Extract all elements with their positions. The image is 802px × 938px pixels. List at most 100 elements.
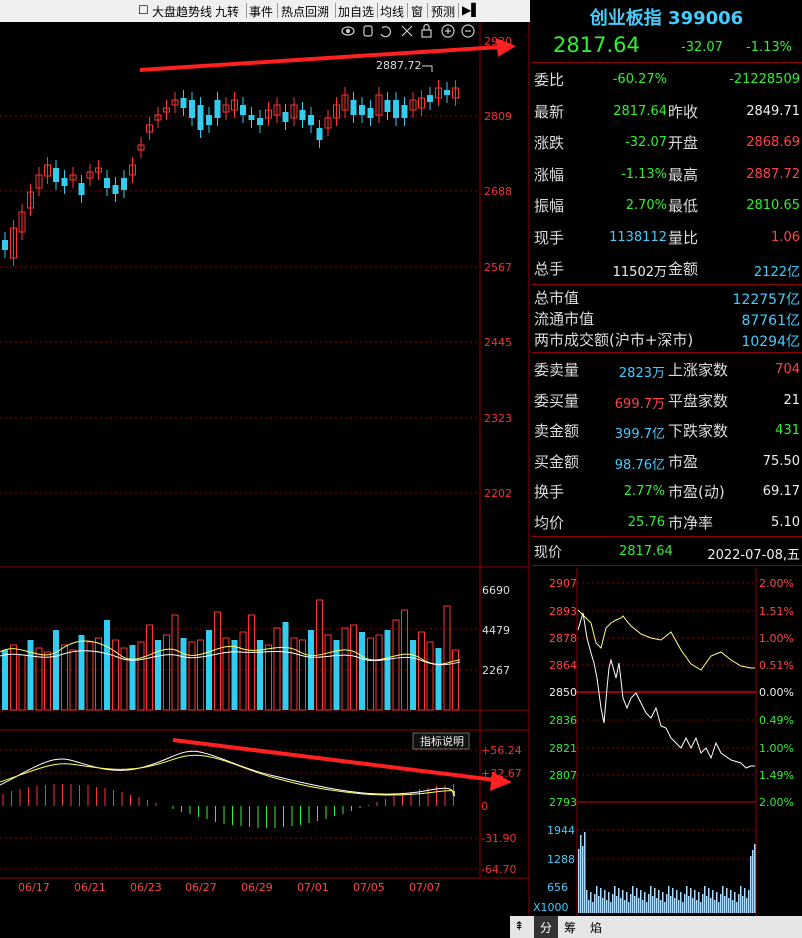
tab-chips[interactable]: 筹 [564,921,577,935]
intraday-pct-tick: 2.00% [759,577,794,590]
quote-label: 昨收 [668,102,699,121]
volume-bar-down [257,640,263,710]
toolbar-item-window[interactable]: 窗 [411,5,424,19]
intraday-price-line [577,612,755,769]
stats-value: 69.17 [762,484,800,499]
volume-bar-up [239,631,247,711]
intraday-chart[interactable]: 2907 2893 2878 2864 2850 2836 2821 2807 2793 1944… [531,568,802,916]
candle-body-down [444,90,450,95]
toolbar-item-events[interactable]: 事件 [249,5,274,19]
trend-arrow-bottom [172,738,512,791]
quote-label: 现手 [534,228,565,247]
toolbar-item-jiuzhuan[interactable]: 九转 [215,5,240,19]
volume-bar-up [367,637,374,711]
market-label: 总市值 [534,289,580,307]
intraday-volume-bar [726,888,728,913]
intraday-volume-bar [590,892,592,913]
intraday-volume-bar [638,898,640,913]
intraday-volume-bar [652,896,654,913]
candle-body-down [189,100,195,118]
stats-label: 委卖量 [534,361,580,379]
volume-bar-down [410,640,416,710]
intraday-pct-tick: 0.00% [759,686,794,699]
intraday-volume-bar [728,898,730,913]
intraday-volume-bar [752,850,754,913]
volume-bar-down [384,630,391,710]
volume-bar-up [375,634,383,711]
quote-value: 2.70% [625,198,667,213]
volume-bar-down [78,635,85,710]
macd-dif-line [0,750,456,797]
toolbar-item-hotspot[interactable]: 热点回溯 [281,5,330,19]
candle-body-up [154,114,162,121]
trend-arrow-top [139,38,516,72]
intraday-volume-bar [730,890,732,913]
kline-chart[interactable]: 2930 2809 2688 2567 2445 2323 2202 2887.… [0,22,530,938]
intraday-pct-tick: 1.51% [759,605,794,618]
intraday-volume-bar [664,902,666,913]
toolbar-item-trendline[interactable]: 大盘趋势线 [152,5,213,19]
stats-row: 委卖量 2823万 上涨家数 704 [531,354,802,384]
candle-body-up [418,97,425,109]
macd-tick: -64.70 [481,863,516,876]
stats-value: 399.7亿 [614,427,665,442]
macd-histogram [2,784,454,828]
intraday-volume-bar [738,894,740,913]
quote-row: 涨幅 -1.13% 最高 2887.72 [531,159,802,189]
quote-label: 金额 [668,260,699,278]
intraday-volume-bar [670,896,672,913]
intraday-volume-bar [604,890,606,913]
stats-value: 75.50 [762,453,800,469]
stats-value: 2823万 [618,366,665,381]
volume-ma-line-2 [0,650,461,666]
candle-body-down [316,128,323,140]
candle-body-up [435,87,442,99]
intraday-volume-bar [750,856,752,913]
toolbar-item-ma[interactable]: 均线 [380,5,405,19]
candle-body-up [231,99,238,111]
volume-bar-up [248,614,255,711]
zoom-out-icon [461,24,475,38]
volume-bar-down [308,630,314,710]
candle-body-down [299,110,306,120]
tab-minute[interactable]: 分 [534,916,559,938]
volume-bar-up [222,637,230,711]
intraday-volume-bar [640,890,642,913]
intraday-volume-bar [622,890,624,913]
intraday-volume-bar [598,896,600,913]
volume-bar-up [188,641,196,711]
stats-row: 换手 2.77% 市盈(动) 69.17 [531,476,802,506]
toolbar-item-add-watch[interactable]: 加自选 [338,5,375,19]
scroll-top-icon[interactable]: ⇞ [514,919,525,933]
volume-bar-down [104,620,110,710]
stats-value: 2.77% [623,484,665,499]
collapse-panel-icon[interactable]: ▶▌ [462,3,481,17]
volume-bar-down [155,640,161,710]
date-tick: 06/29 [241,881,273,894]
indicator-help-button[interactable]: 指标说明 [420,734,464,748]
volume-bar-up [69,649,77,711]
intraday-volume-bar [586,890,588,913]
volume-bar-up [112,639,119,711]
quote-label: 最高 [668,165,699,184]
volume-bar-down [359,632,365,710]
stats-row: 委买量 699.7万 平盘家数 21 [531,385,802,415]
chart-tools [341,23,475,38]
intraday-price-tick: 2850 [549,686,577,699]
volume-bar-up [426,641,434,711]
checkbox-icon[interactable]: ☐ [138,3,149,17]
intraday-volume-bar [646,902,648,913]
tab-flame[interactable]: 焰 [590,921,603,935]
candle-body-down [214,100,221,118]
volume-tick: 4479 [482,624,510,637]
intraday-pct-tick: 0.49% [759,714,794,727]
toolbar-item-forecast[interactable]: 预测 [431,5,456,19]
intraday-volume-bar [666,894,668,913]
macd-axis: +56.24 +32.67 0 -31.90 -64.70 [481,744,522,876]
intraday-volume-bar [596,886,598,913]
intraday-volume-bar [694,890,696,913]
volume-bar-up [120,647,128,711]
candle-body-up [273,104,281,116]
quote-value: 2810.65 [746,198,800,213]
volume-bar-down [282,622,289,710]
